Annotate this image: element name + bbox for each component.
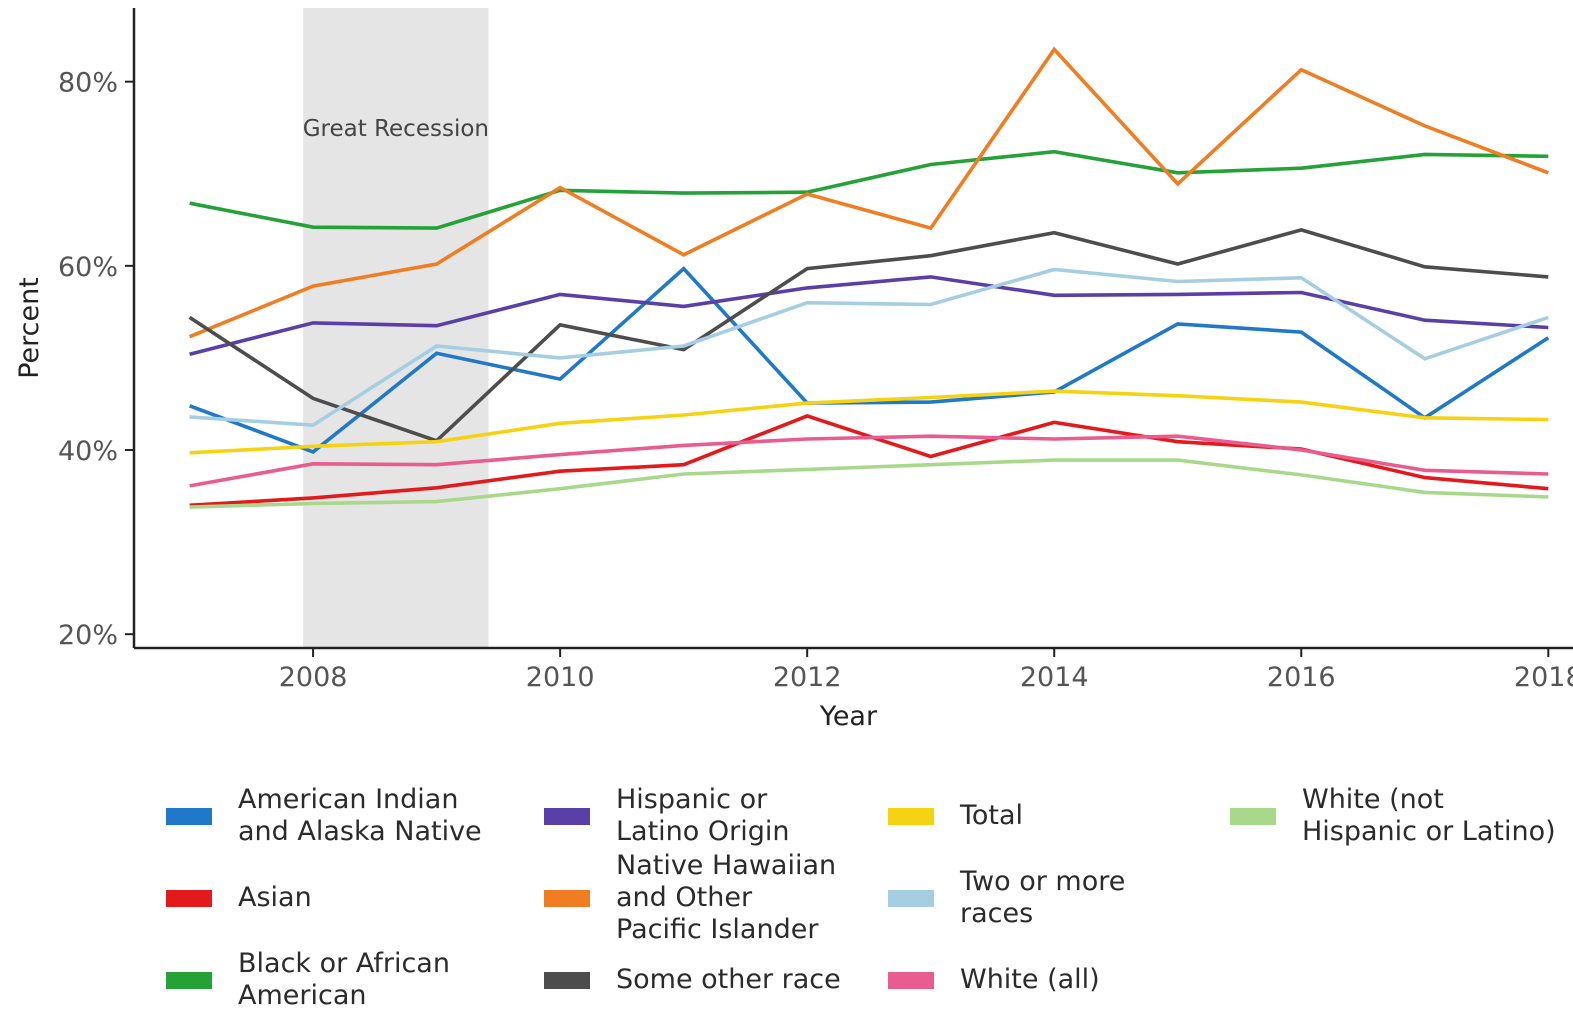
y-tick-label: 80% xyxy=(58,68,118,99)
legend-item: Black or African American xyxy=(166,948,496,1012)
legend-item: Total xyxy=(888,800,1188,832)
legend-label: White (all) xyxy=(960,964,1100,995)
legend-item: American Indian and Alaska Native xyxy=(166,784,496,848)
y-tick-label: 60% xyxy=(58,252,118,283)
legend-swatch xyxy=(544,889,590,907)
legend-label: American Indian and Alaska Native xyxy=(238,784,482,847)
legend-item: White (not Hispanic or Latino) xyxy=(1230,784,1560,848)
legend-swatch xyxy=(888,807,934,825)
legend-item: Hispanic or Latino Origin xyxy=(544,784,844,848)
legend-item: Native Hawaiian and Other Pacific Island… xyxy=(544,850,844,946)
y-axis-title: Percent xyxy=(14,277,45,379)
legend-swatch xyxy=(166,971,212,989)
x-axis-title: Year xyxy=(819,701,878,732)
legend-item: Asian xyxy=(166,882,496,914)
legend-item: Two or more races xyxy=(888,866,1188,930)
great-recession-shade xyxy=(303,8,489,648)
great-recession-label: Great Recession xyxy=(303,116,489,142)
legend-swatch xyxy=(166,807,212,825)
legend-swatch xyxy=(544,807,590,825)
legend-label: White (not Hispanic or Latino) xyxy=(1302,784,1556,847)
axis-labels: 20% 40% 60% 80% 2008 2010 2012 2014 2016 2018 Year… xyxy=(14,68,1573,732)
series-line-some-other-race xyxy=(188,228,1549,443)
legend-label: Some other race xyxy=(616,964,841,995)
legend-swatch xyxy=(544,971,590,989)
legend-swatch xyxy=(1230,807,1276,825)
y-tick-label: 20% xyxy=(58,620,118,651)
legend-swatch xyxy=(888,971,934,989)
x-tick-label: 2008 xyxy=(279,662,348,693)
legend-label: Asian xyxy=(238,882,312,913)
series-line-white-not-hispanic-or-latino xyxy=(189,458,1549,509)
axes xyxy=(125,8,1573,657)
legend-label: Total xyxy=(960,800,1024,831)
legend-label: Black or African American xyxy=(238,948,450,1011)
series-line-native-hawaiian-and-other-pacific-islander xyxy=(188,46,1549,339)
legend-item: White (all) xyxy=(888,964,1188,996)
series-layer xyxy=(188,46,1550,509)
legend-swatch xyxy=(166,889,212,907)
series-line-american-indian-and-alaska-native xyxy=(188,266,1550,454)
legend-item: Some other race xyxy=(544,964,844,996)
series-line-white-all xyxy=(189,434,1549,488)
x-tick-label: 2014 xyxy=(1020,662,1089,693)
x-tick-label: 2018 xyxy=(1514,662,1573,693)
series-line-hispanic-or-latino-origin xyxy=(189,275,1549,356)
series-line-total xyxy=(189,389,1549,455)
legend-label: Hispanic or Latino Origin xyxy=(616,784,790,847)
series-line-two-or-more-races xyxy=(189,267,1549,428)
x-tick-label: 2012 xyxy=(773,662,842,693)
y-tick-label: 40% xyxy=(58,436,118,467)
legend-label: Two or more races xyxy=(960,866,1126,929)
legend-label: Native Hawaiian and Other Pacific Island… xyxy=(616,850,837,945)
legend-swatch xyxy=(888,889,934,907)
recession-shade-layer: Great Recession xyxy=(303,8,489,648)
x-tick-label: 2010 xyxy=(526,662,595,693)
series-line-black-or-african-american xyxy=(189,149,1549,230)
x-tick-label: 2016 xyxy=(1267,662,1336,693)
